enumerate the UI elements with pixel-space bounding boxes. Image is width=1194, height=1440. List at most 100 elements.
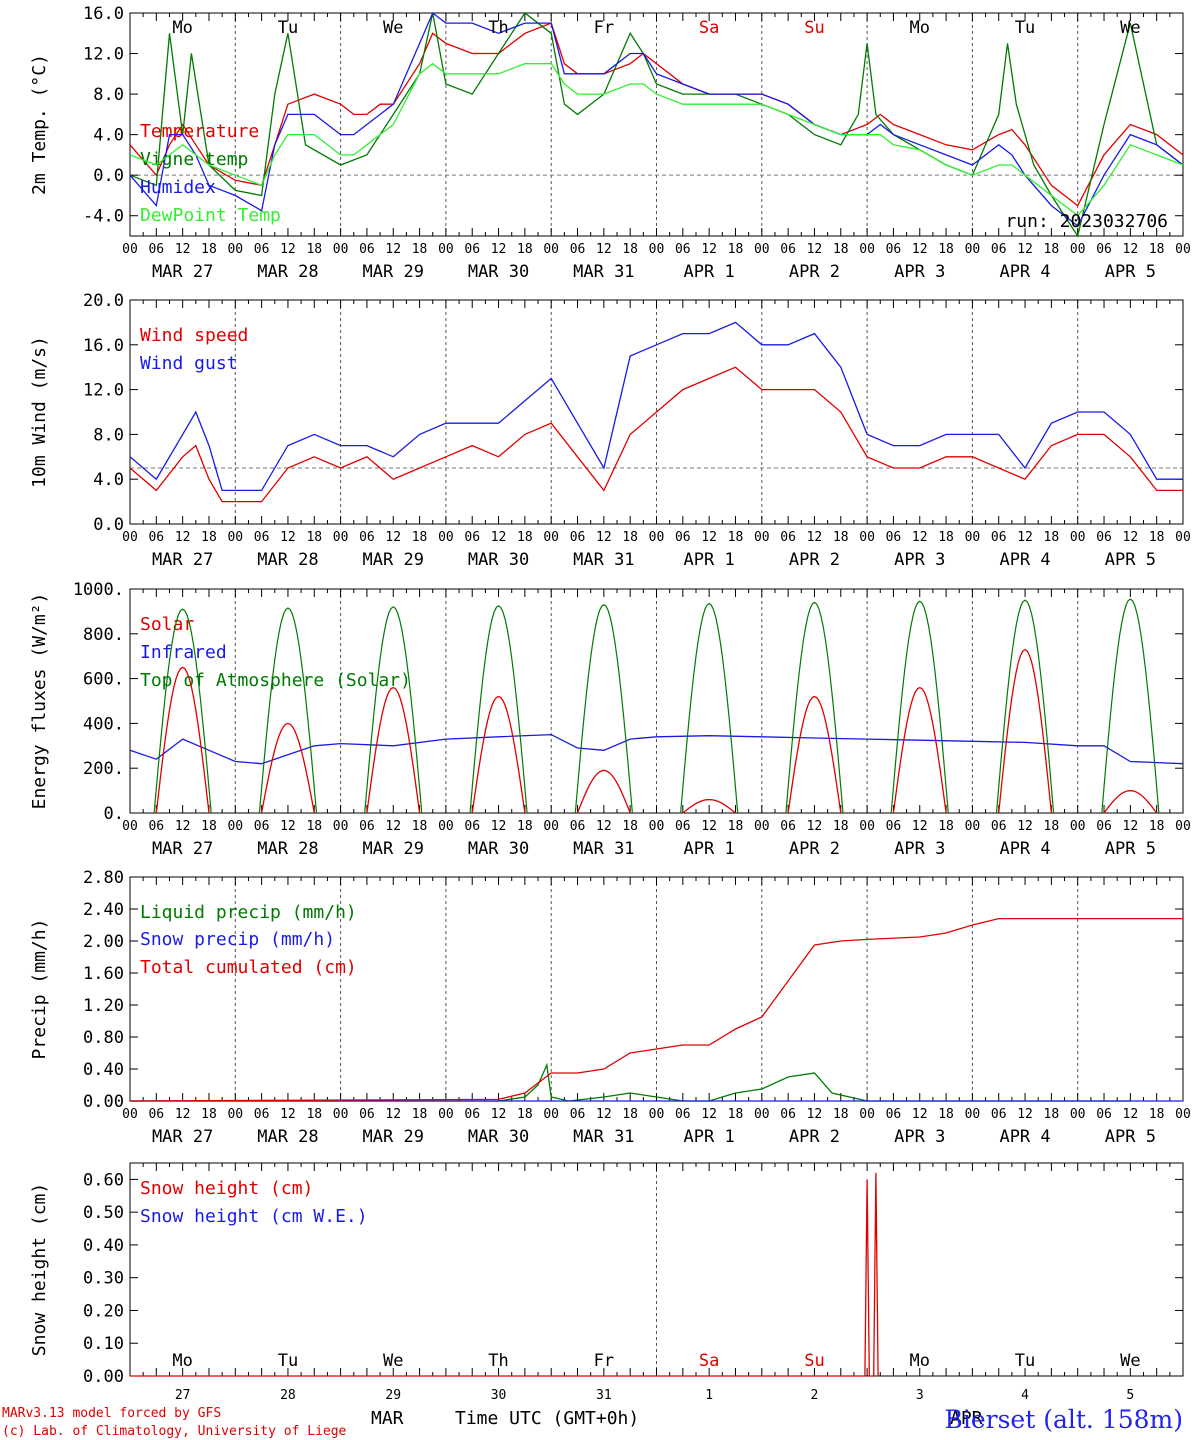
- y-tick-label: 0.00: [83, 1367, 124, 1387]
- x-hour-label: 18: [517, 530, 533, 545]
- toa-solar-arc: [574, 603, 633, 814]
- x-date-label: APR 1: [684, 1127, 735, 1147]
- x-date-label: MAR 30: [468, 1127, 529, 1147]
- y-axis-label: Snow height (cm): [29, 1183, 50, 1356]
- x-hour-label: 06: [1096, 1107, 1112, 1122]
- y-tick-label: 200.: [83, 759, 124, 779]
- y-tick-label: 0.60: [83, 1170, 124, 1190]
- x-hour-label: 06: [254, 530, 270, 545]
- x-hour-label: 12: [1017, 1107, 1033, 1122]
- panel-precip: 0.00 0.40 0.80 1.20 1.60 2.00 2.40 2.80 Precip (…: [29, 868, 1191, 1147]
- x-hour-label: 00: [965, 242, 981, 257]
- day-number-label: 2: [811, 1388, 819, 1403]
- x-date-label: MAR 27: [152, 1127, 213, 1147]
- solar-arc: [471, 695, 526, 814]
- x-date-label: MAR 30: [468, 839, 529, 859]
- solar-arc: [366, 686, 421, 814]
- x-hour-label: 12: [385, 530, 401, 545]
- x-hour-label: 12: [385, 1107, 401, 1122]
- x-hour-label: 00: [1070, 1107, 1086, 1122]
- x-date-label: APR 3: [894, 1127, 945, 1147]
- y-tick-label: 0.00: [83, 1092, 124, 1112]
- panel-energy: 0. 200. 400. 600. 800. 1000. Energy fluxes (W/…: [29, 580, 1191, 859]
- x-hour-label: 06: [359, 530, 375, 545]
- weekday-label: Th: [488, 1351, 508, 1371]
- x-hour-label: 18: [306, 530, 322, 545]
- x-hour-label: 06: [570, 1107, 586, 1122]
- panel-temperature: -4.0 0.0 4.0 8.0 12.0 16.0 2m Temp. (°C) 00 06 12…: [29, 4, 1191, 282]
- x-hour-label: 06: [991, 819, 1007, 834]
- x-hour-label: 18: [201, 242, 217, 257]
- weekday-label: Tu: [1015, 1351, 1035, 1371]
- x-hour-label: 00: [333, 1107, 349, 1122]
- x-hour-label: 12: [807, 242, 823, 257]
- x-hour-label: 00: [122, 530, 138, 545]
- x-hour-label: 06: [359, 242, 375, 257]
- weekday-label: Tu: [278, 1351, 298, 1371]
- day-number-label: 5: [1126, 1388, 1134, 1403]
- x-hour-label: 06: [675, 819, 691, 834]
- x-hour-label: 18: [622, 530, 638, 545]
- day-number-label: 29: [385, 1388, 401, 1403]
- plot-frame: [129, 12, 1184, 237]
- x-hour-label: 12: [701, 1107, 717, 1122]
- x-hour-label: 00: [333, 242, 349, 257]
- legend-entry: Infrared: [140, 642, 227, 663]
- x-hour-label: 12: [912, 242, 928, 257]
- x-hour-label: 00: [1070, 242, 1086, 257]
- y-tick-label: 1.60: [83, 964, 124, 984]
- solar-arc: [998, 648, 1053, 814]
- panel-snow: 0.00 0.10 0.20 0.30 0.40 0.50 0.60 Snow height …: [29, 1162, 1184, 1403]
- x-hour-label: 06: [464, 1107, 480, 1122]
- x-hour-label: 00: [543, 242, 559, 257]
- y-tick-label: 0.30: [83, 1269, 124, 1289]
- y-tick-label: 0.40: [83, 1060, 124, 1080]
- x-hour-label: 06: [886, 1107, 902, 1122]
- x-hour-label: 18: [938, 819, 954, 834]
- x-date-label: MAR 28: [257, 839, 318, 859]
- day-number-label: 30: [491, 1388, 507, 1403]
- y-tick-label: 0.50: [83, 1203, 124, 1223]
- x-hour-label: 18: [938, 242, 954, 257]
- x-hour-label: 00: [754, 819, 770, 834]
- weekday-label: Fr: [594, 18, 614, 38]
- x-hour-label: 12: [596, 530, 612, 545]
- x-hour-label: 12: [491, 242, 507, 257]
- x-hour-label: 00: [1070, 530, 1086, 545]
- x-date-label: MAR 29: [363, 262, 424, 282]
- x-hour-label: 06: [1096, 242, 1112, 257]
- weekday-label: Su: [804, 18, 824, 38]
- x-hour-label: 18: [517, 819, 533, 834]
- x-hour-label: 00: [438, 1107, 454, 1122]
- x-hour-label: 18: [728, 819, 744, 834]
- y-tick-label: 2.00: [83, 932, 124, 952]
- x-date-label: APR 1: [684, 550, 735, 570]
- x-hour-label: 18: [728, 530, 744, 545]
- x-hour-label: 06: [148, 242, 164, 257]
- day-number-label: 28: [280, 1388, 296, 1403]
- x-date-label: APR 3: [894, 839, 945, 859]
- y-tick-label: 400.: [83, 714, 124, 734]
- legend-entry: Solar: [140, 614, 194, 635]
- x-hour-label: 00: [859, 1107, 875, 1122]
- x-date-label: APR 2: [789, 550, 840, 570]
- solar-arc: [787, 695, 842, 814]
- x-hour-label: 12: [385, 242, 401, 257]
- toa-solar-arc: [995, 599, 1055, 814]
- x-hour-label: 18: [728, 242, 744, 257]
- x-hour-label: 06: [780, 1107, 796, 1122]
- x-hour-label: 18: [1044, 819, 1060, 834]
- plot-frame: [129, 588, 1184, 814]
- x-hour-label: 06: [464, 819, 480, 834]
- x-hour-label: 00: [438, 819, 454, 834]
- x-date-label: APR 1: [684, 262, 735, 282]
- day-number-label: 3: [916, 1388, 924, 1403]
- x-hour-label: 18: [833, 242, 849, 257]
- x-hour-label: 06: [359, 819, 375, 834]
- x-hour-label: 12: [1123, 530, 1139, 545]
- toa-solar-arc: [469, 605, 528, 814]
- x-date-label: MAR 31: [573, 1127, 634, 1147]
- x-hour-label: 00: [1175, 1107, 1191, 1122]
- x-hour-label: 06: [570, 819, 586, 834]
